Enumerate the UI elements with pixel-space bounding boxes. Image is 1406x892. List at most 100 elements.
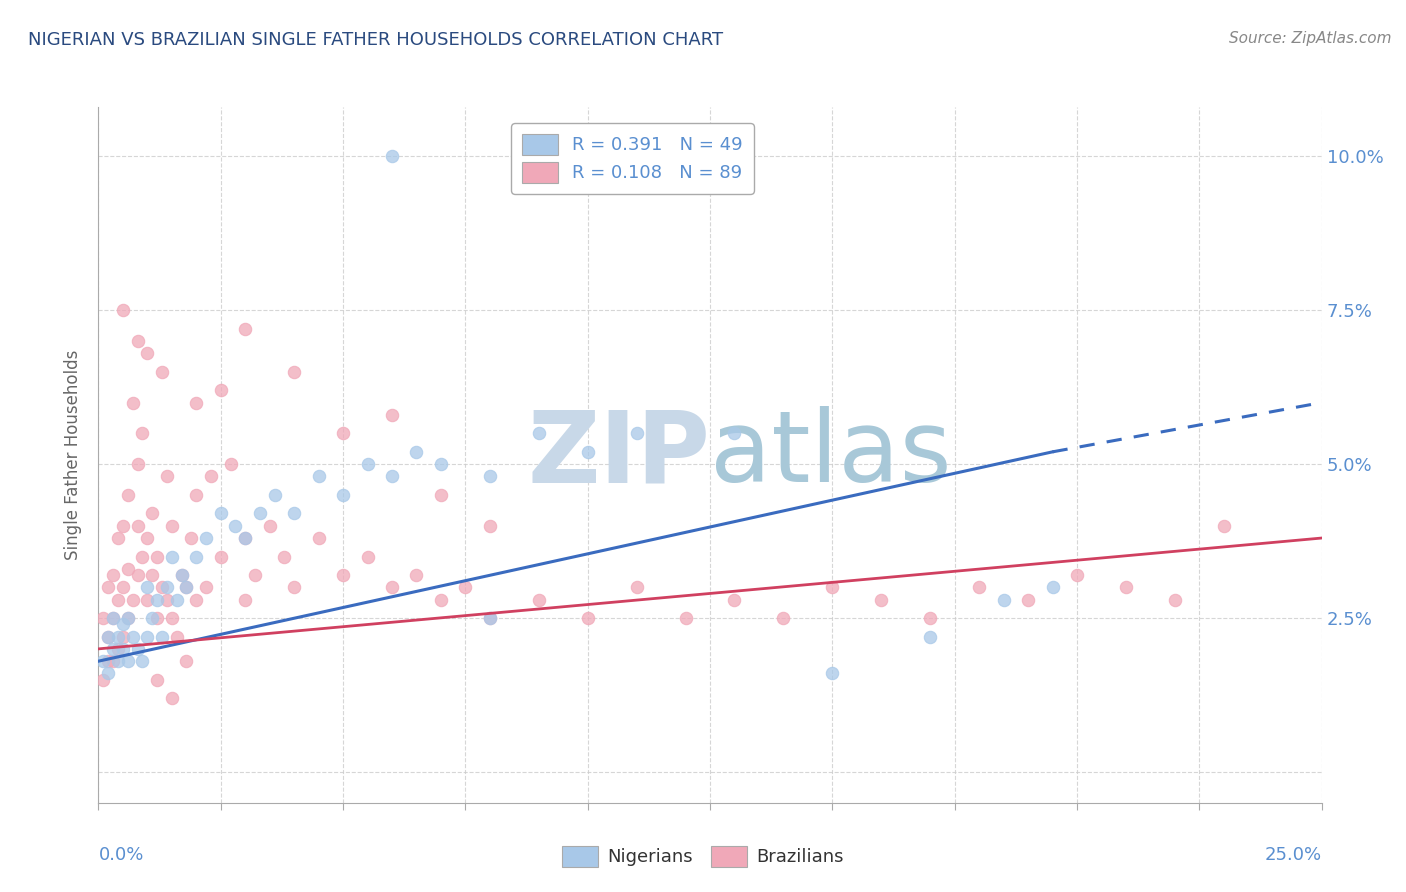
Point <box>91 654 114 668</box>
Point <box>107 630 129 644</box>
Point <box>156 580 179 594</box>
Point <box>430 592 453 607</box>
Point <box>993 592 1015 607</box>
Text: atlas: atlas <box>710 407 952 503</box>
Point <box>821 580 844 594</box>
Point <box>1066 568 1088 582</box>
Point <box>430 488 453 502</box>
Point <box>97 580 120 594</box>
Point <box>111 641 134 656</box>
Point <box>176 580 198 594</box>
Legend: Nigerians, Brazilians: Nigerians, Brazilians <box>555 838 851 874</box>
Point <box>101 611 124 625</box>
Point <box>233 531 256 545</box>
Point <box>180 531 202 545</box>
Point <box>273 549 295 564</box>
Point <box>156 592 179 607</box>
Point <box>150 630 173 644</box>
Point <box>527 426 550 441</box>
Point <box>101 568 124 582</box>
Point <box>111 580 134 594</box>
Point <box>772 611 794 625</box>
Point <box>219 457 242 471</box>
Point <box>308 531 330 545</box>
Point <box>405 568 427 582</box>
Point <box>224 518 246 533</box>
Point <box>97 630 120 644</box>
Point <box>170 568 193 582</box>
Point <box>91 673 114 687</box>
Point <box>131 654 153 668</box>
Point <box>111 630 134 644</box>
Point <box>170 568 193 582</box>
Text: 25.0%: 25.0% <box>1264 846 1322 863</box>
Point <box>176 580 198 594</box>
Point <box>356 457 378 471</box>
Point <box>117 654 139 668</box>
Point <box>160 518 183 533</box>
Point <box>209 549 232 564</box>
Point <box>723 426 745 441</box>
Point <box>127 457 149 471</box>
Point <box>478 611 501 625</box>
Point <box>127 518 149 533</box>
Point <box>1212 518 1234 533</box>
Point <box>920 611 942 625</box>
Point <box>101 654 124 668</box>
Point <box>107 654 129 668</box>
Point <box>186 592 208 607</box>
Point <box>111 617 134 632</box>
Point <box>259 518 281 533</box>
Point <box>136 630 159 644</box>
Point <box>121 630 143 644</box>
Point <box>870 592 893 607</box>
Point <box>127 334 149 348</box>
Point <box>626 426 648 441</box>
Point <box>356 549 378 564</box>
Point <box>821 666 844 681</box>
Point <box>186 488 208 502</box>
Point <box>150 365 173 379</box>
Point <box>576 611 599 625</box>
Point <box>1115 580 1137 594</box>
Point <box>160 549 183 564</box>
Point <box>195 531 218 545</box>
Point <box>141 568 163 582</box>
Point <box>263 488 285 502</box>
Point <box>160 611 183 625</box>
Point <box>176 654 198 668</box>
Point <box>127 568 149 582</box>
Point <box>111 518 134 533</box>
Point <box>332 568 354 582</box>
Point <box>97 654 120 668</box>
Point <box>1164 592 1187 607</box>
Point <box>233 321 256 335</box>
Point <box>626 580 648 594</box>
Point <box>166 630 188 644</box>
Point <box>146 673 169 687</box>
Point <box>97 630 120 644</box>
Point <box>117 562 139 576</box>
Point <box>283 580 305 594</box>
Point <box>131 426 153 441</box>
Point <box>209 384 232 398</box>
Point <box>166 592 188 607</box>
Point <box>332 488 354 502</box>
Point <box>97 666 120 681</box>
Point <box>920 630 942 644</box>
Point <box>478 469 501 483</box>
Point <box>117 611 139 625</box>
Point <box>381 408 404 422</box>
Point <box>478 518 501 533</box>
Point <box>101 641 124 656</box>
Text: Source: ZipAtlas.com: Source: ZipAtlas.com <box>1229 31 1392 46</box>
Point <box>1042 580 1064 594</box>
Point <box>243 568 266 582</box>
Point <box>131 549 153 564</box>
Point <box>283 507 305 521</box>
Point <box>136 580 159 594</box>
Point <box>160 691 183 706</box>
Point <box>146 611 169 625</box>
Point <box>405 445 427 459</box>
Point <box>107 641 129 656</box>
